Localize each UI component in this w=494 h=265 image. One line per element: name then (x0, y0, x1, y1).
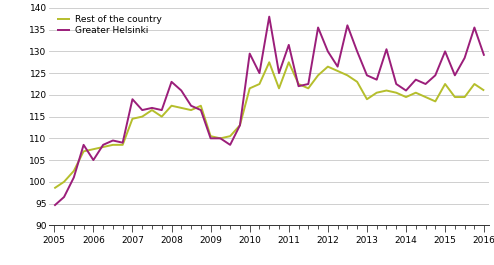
Rest of the country (159, 115, 165, 118)
Greater Helsinki (413, 78, 419, 81)
Rest of the country (432, 100, 438, 103)
Rest of the country (120, 143, 125, 147)
Greater Helsinki (247, 52, 252, 55)
Greater Helsinki (364, 74, 370, 77)
Legend: Rest of the country, Greater Helsinki: Rest of the country, Greater Helsinki (54, 12, 165, 38)
Rest of the country (393, 91, 399, 94)
Greater Helsinki (100, 143, 106, 147)
Greater Helsinki (217, 137, 223, 140)
Greater Helsinki (110, 139, 116, 142)
Greater Helsinki (315, 26, 321, 29)
Rest of the country (325, 65, 331, 68)
Rest of the country (188, 108, 194, 112)
Rest of the country (334, 69, 340, 73)
Greater Helsinki (432, 74, 438, 77)
Rest of the country (207, 135, 213, 138)
Greater Helsinki (442, 50, 448, 53)
Rest of the country (403, 95, 409, 99)
Rest of the country (110, 143, 116, 147)
Greater Helsinki (256, 72, 262, 75)
Greater Helsinki (374, 78, 380, 81)
Rest of the country (452, 95, 458, 99)
Rest of the country (247, 87, 252, 90)
Greater Helsinki (178, 89, 184, 92)
Rest of the country (383, 89, 389, 92)
Greater Helsinki (198, 108, 204, 112)
Rest of the country (149, 108, 155, 112)
Rest of the country (178, 106, 184, 109)
Rest of the country (237, 124, 243, 127)
Greater Helsinki (286, 43, 292, 46)
Rest of the country (364, 98, 370, 101)
Rest of the country (286, 61, 292, 64)
Greater Helsinki (325, 50, 331, 53)
Greater Helsinki (276, 72, 282, 75)
Rest of the country (256, 82, 262, 86)
Greater Helsinki (266, 15, 272, 18)
Rest of the country (442, 82, 448, 86)
Greater Helsinki (159, 108, 165, 112)
Greater Helsinki (403, 89, 409, 92)
Rest of the country (344, 74, 350, 77)
Rest of the country (266, 61, 272, 64)
Rest of the country (168, 104, 174, 107)
Greater Helsinki (168, 80, 174, 83)
Line: Greater Helsinki: Greater Helsinki (54, 17, 484, 206)
Greater Helsinki (334, 65, 340, 68)
Greater Helsinki (188, 104, 194, 107)
Greater Helsinki (237, 124, 243, 127)
Greater Helsinki (452, 74, 458, 77)
Greater Helsinki (295, 85, 301, 88)
Rest of the country (71, 169, 77, 173)
Rest of the country (481, 89, 487, 92)
Greater Helsinki (90, 158, 96, 162)
Rest of the country (51, 187, 57, 190)
Rest of the country (462, 95, 468, 99)
Greater Helsinki (81, 143, 86, 147)
Rest of the country (227, 135, 233, 138)
Rest of the country (198, 104, 204, 107)
Rest of the country (422, 95, 428, 99)
Rest of the country (315, 74, 321, 77)
Rest of the country (139, 115, 145, 118)
Greater Helsinki (120, 141, 125, 144)
Greater Helsinki (383, 48, 389, 51)
Rest of the country (217, 137, 223, 140)
Rest of the country (354, 80, 360, 83)
Greater Helsinki (471, 26, 477, 29)
Greater Helsinki (139, 108, 145, 112)
Greater Helsinki (149, 106, 155, 109)
Rest of the country (129, 117, 135, 120)
Rest of the country (305, 87, 311, 90)
Greater Helsinki (227, 143, 233, 147)
Rest of the country (471, 82, 477, 86)
Rest of the country (100, 145, 106, 149)
Rest of the country (295, 82, 301, 86)
Rest of the country (413, 91, 419, 94)
Greater Helsinki (462, 56, 468, 60)
Greater Helsinki (305, 82, 311, 86)
Greater Helsinki (61, 195, 67, 198)
Greater Helsinki (481, 54, 487, 57)
Greater Helsinki (344, 24, 350, 27)
Greater Helsinki (207, 137, 213, 140)
Greater Helsinki (51, 204, 57, 207)
Greater Helsinki (393, 82, 399, 86)
Rest of the country (81, 150, 86, 153)
Greater Helsinki (129, 98, 135, 101)
Greater Helsinki (354, 50, 360, 53)
Greater Helsinki (71, 176, 77, 179)
Greater Helsinki (422, 82, 428, 86)
Rest of the country (276, 87, 282, 90)
Line: Rest of the country: Rest of the country (54, 62, 484, 188)
Rest of the country (374, 91, 380, 94)
Rest of the country (61, 180, 67, 183)
Rest of the country (90, 148, 96, 151)
